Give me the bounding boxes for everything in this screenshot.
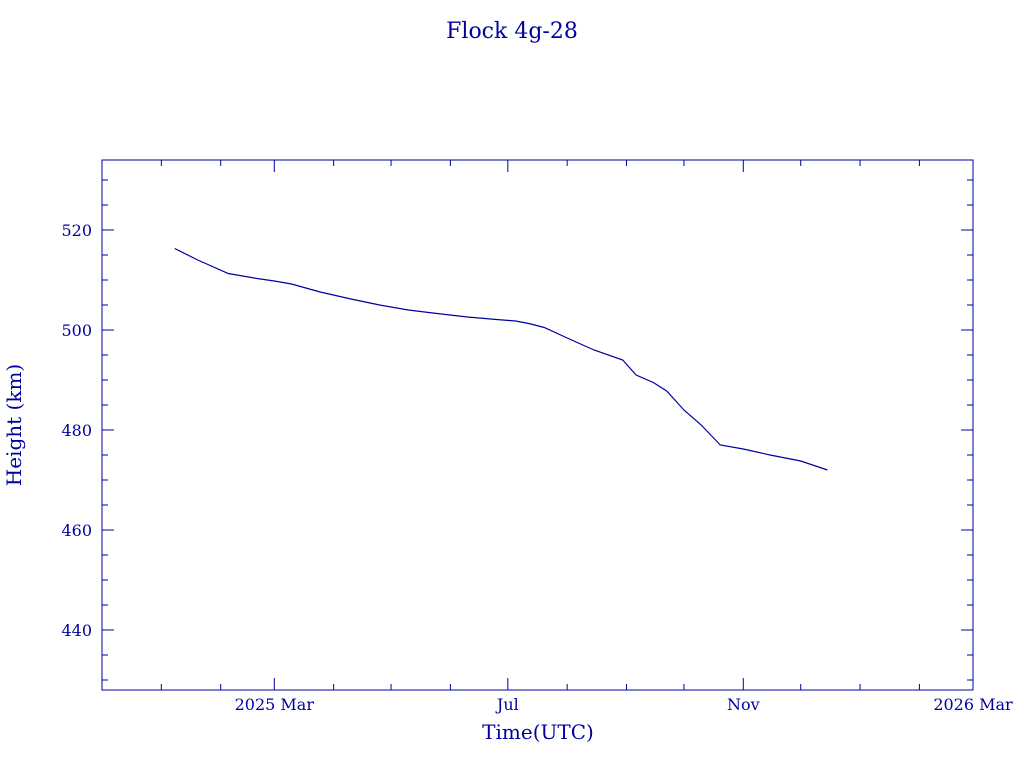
y-tick-label: 440 bbox=[61, 621, 92, 640]
tick-labels-layer: 440 460 480 500 520 2025 Mar Jul Nov 2026 Mar bbox=[61, 221, 1013, 714]
x-axis-label: Time(UTC) bbox=[482, 720, 594, 744]
plot-frame bbox=[101, 159, 974, 691]
y-tick-label: 460 bbox=[61, 521, 92, 540]
y-tick-label: 480 bbox=[61, 421, 92, 440]
x-tick-label: Jul bbox=[495, 695, 519, 714]
x-tick-label: Nov bbox=[727, 695, 760, 714]
y-axis-label: Height (km) bbox=[2, 364, 26, 486]
chart-title: Flock 4g-28 bbox=[446, 19, 578, 44]
y-tick-label: 520 bbox=[61, 221, 92, 240]
x-tick-label: 2025 Mar bbox=[235, 695, 315, 714]
ticks-layer bbox=[101, 160, 974, 690]
y-tick-label: 500 bbox=[61, 321, 92, 340]
series-line bbox=[174, 247, 828, 471]
x-tick-label: 2026 Mar bbox=[933, 695, 1013, 714]
